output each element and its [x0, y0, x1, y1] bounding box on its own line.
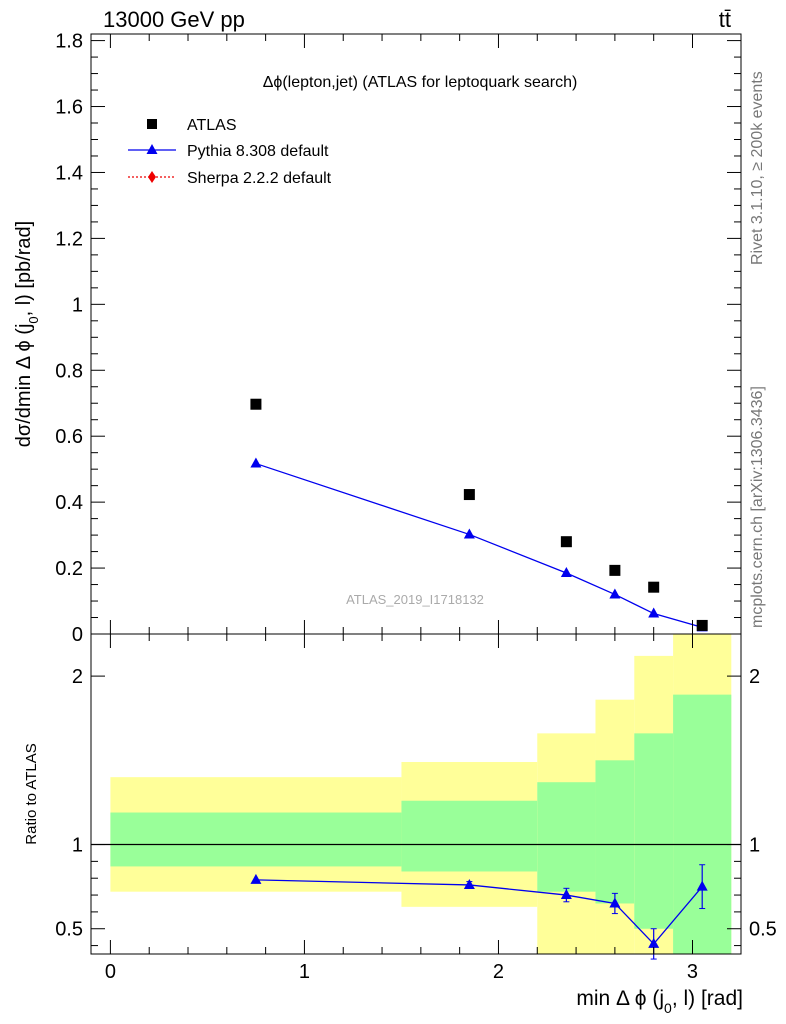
- ratio-y-tick-label-right: 2: [749, 666, 760, 688]
- x-axis-label: min Δ ϕ (j0, l) [rad]: [576, 987, 743, 1016]
- y-tick-label: 0.2: [55, 558, 83, 580]
- main-panel: 0 0.2 0.4 0.6 0.8 1 1.2 1.4 1.6 1.8 Δϕ(lepton,jet…: [13, 31, 742, 646]
- ratio-y-tick-label-right: 1: [749, 835, 760, 857]
- legend-atlas-marker: [147, 119, 157, 129]
- ratio-pythia-point: [250, 873, 262, 884]
- legend-sherpa-marker: [148, 171, 156, 183]
- ratio-pythia-point: [560, 889, 572, 900]
- inner-uncertainty-band: [110, 812, 402, 867]
- ratio-pythia-point: [696, 880, 708, 891]
- y-tick-label: 0.4: [55, 492, 83, 514]
- pythia-point: [648, 607, 660, 618]
- legend-label: Sherpa 2.2.2 default: [187, 170, 332, 187]
- inner-uncertainty-band: [634, 733, 674, 929]
- ratio-pythia-point: [463, 878, 475, 889]
- inner-uncertainty-band: [537, 782, 596, 892]
- atlas-point: [696, 619, 708, 631]
- pythia-line: [255, 462, 703, 629]
- x-tick-label: 2: [493, 961, 504, 983]
- atlas-point: [648, 581, 660, 593]
- atlas-point: [560, 536, 572, 548]
- ratio-pythia-point: [609, 897, 621, 908]
- y-tick-label: 0: [72, 624, 83, 646]
- energy-label: 13000 GeV pp: [103, 7, 245, 32]
- pythia-point: [609, 588, 621, 599]
- y-tick-label: 1: [72, 294, 83, 316]
- inner-uncertainty-band: [401, 800, 538, 872]
- ratio-y-tick-label-right: 0.5: [749, 919, 777, 941]
- y-tick-label: 1.8: [55, 31, 83, 53]
- atlas-point: [463, 489, 475, 501]
- rivet-label: Rivet 3.1.10, ≥ 200k events: [749, 71, 766, 265]
- y-tick-label: 0.8: [55, 360, 83, 382]
- mcplots-label: mcplots.cern.ch [arXiv:1306.3436]: [749, 386, 766, 628]
- main-panel-marks: [250, 398, 708, 632]
- ratio-pythia-line: [255, 879, 703, 945]
- ratio-panel-axes: 0.5 0.5 1 1 2 2 0 1 2 3: [55, 634, 777, 983]
- chart-title: Δϕ(lepton,jet) (ATLAS for leptoquark sea…: [263, 74, 578, 91]
- ratio-y-tick-label: 2: [72, 666, 83, 688]
- y-tick-label: 0.6: [55, 426, 83, 448]
- ratio-y-tick-label: 1: [72, 835, 83, 857]
- legend-pythia-marker: [146, 144, 158, 154]
- x-tick-label: 0: [105, 961, 116, 983]
- ratio-uncertainty-bands: [110, 634, 732, 954]
- ratio-y-axis-label: Ratio to ATLAS: [23, 743, 40, 844]
- pythia-point: [250, 457, 262, 468]
- ratio-panel: 0.5 0.5 1 1 2 2 0 1 2 3 Ratio to ATLAS min Δ ϕ (j…: [23, 633, 777, 1016]
- x-tick-label: 1: [299, 961, 310, 983]
- atlas-point: [250, 398, 262, 410]
- atlas-point: [609, 564, 621, 576]
- y-tick-label: 1.2: [55, 228, 83, 250]
- inner-uncertainty-band: [595, 760, 635, 904]
- inner-uncertainty-band: [673, 694, 732, 954]
- y-tick-label: 1.6: [55, 97, 83, 119]
- legend: ATLAS Pythia 8.308 default Sherpa 2.2.2 de…: [128, 117, 332, 187]
- main-panel-axes: 0 0.2 0.4 0.6 0.8 1 1.2 1.4 1.6 1.8: [55, 31, 741, 646]
- ratio-panel-frame: [90, 633, 742, 955]
- ratio-y-tick-label: 0.5: [55, 919, 83, 941]
- pythia-point: [560, 567, 572, 578]
- legend-label: Pythia 8.308 default: [187, 143, 329, 160]
- ratio-pythia-point: [648, 937, 660, 948]
- ratio-panel-marks: [91, 843, 741, 960]
- analysis-watermark: ATLAS_2019_I1718132: [346, 592, 484, 607]
- legend-label: ATLAS: [187, 117, 237, 134]
- main-y-axis-label: dσ/dmin Δ ϕ (j0, l) [pb/rad]: [13, 221, 41, 447]
- pythia-point: [463, 528, 475, 539]
- x-tick-label: 3: [687, 961, 698, 983]
- process-label: tt̄: [719, 7, 731, 32]
- y-tick-label: 1.4: [55, 162, 83, 184]
